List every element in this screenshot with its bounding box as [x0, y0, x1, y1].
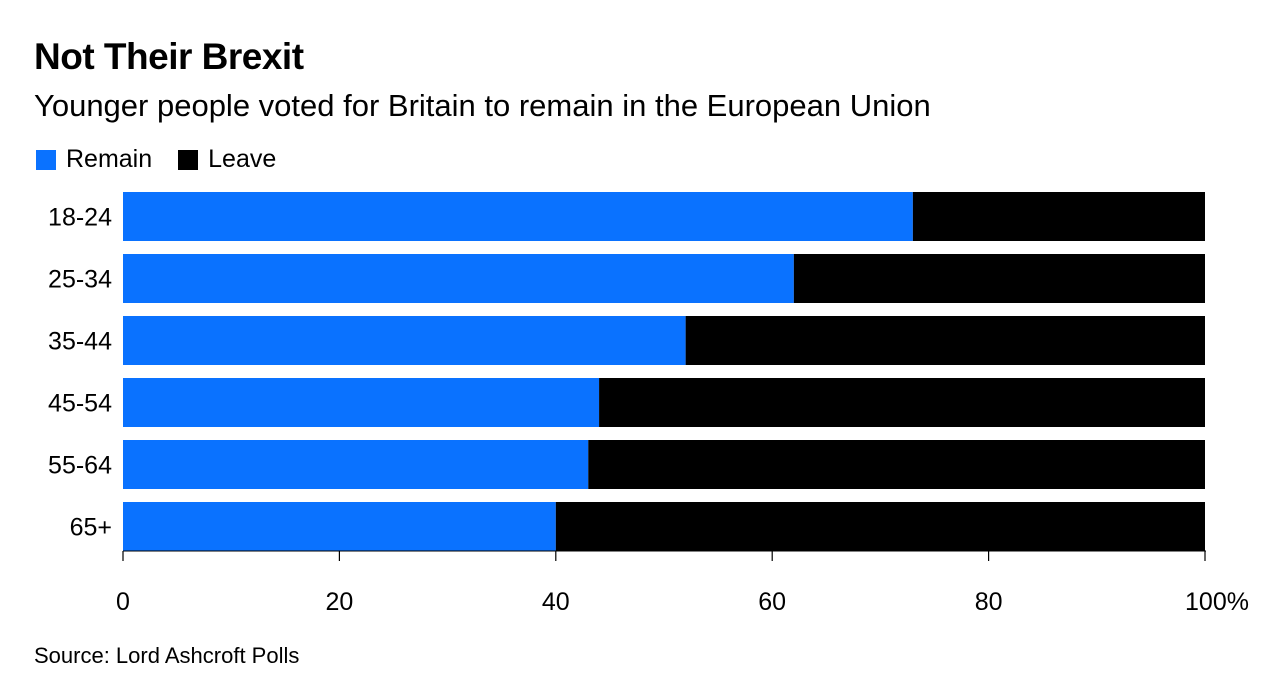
bar-remain-25-34: [123, 254, 794, 303]
chart-title: Not Their Brexit: [34, 36, 304, 77]
bar-leave-45-54: [599, 378, 1205, 427]
bar-remain-65+: [123, 502, 556, 551]
y-tick-label: 55-64: [48, 452, 112, 480]
y-tick-label: 45-54: [48, 390, 112, 418]
y-tick-label: 65+: [70, 514, 112, 542]
bar-leave-35-44: [685, 316, 1205, 365]
bar-leave-18-24: [912, 192, 1205, 241]
bar-remain-35-44: [123, 316, 686, 365]
bar-remain-45-54: [123, 378, 600, 427]
x-tick-label: 60: [758, 588, 786, 616]
bar-remain-18-24: [123, 192, 913, 241]
bar-leave-65+: [555, 502, 1205, 551]
y-tick-label: 18-24: [48, 204, 112, 232]
legend: Remain Leave: [36, 145, 302, 174]
x-tick-label: 100%: [1185, 588, 1249, 616]
chart-subtitle: Younger people voted for Britain to rema…: [34, 88, 931, 123]
x-tick-label: 40: [542, 588, 570, 616]
x-tick-label: 80: [975, 588, 1003, 616]
source-note: Source: Lord Ashcroft Polls: [34, 643, 300, 668]
x-tick-label: 20: [325, 588, 353, 616]
legend-label-leave: Leave: [208, 145, 277, 173]
legend-swatch-leave: [178, 149, 199, 170]
y-tick-label: 25-34: [48, 266, 112, 294]
legend-item-remain: Remain: [36, 145, 152, 174]
legend-swatch-remain: [36, 149, 56, 170]
bar-leave-25-34: [793, 254, 1205, 303]
x-tick-label: 0: [116, 588, 130, 616]
legend-label-remain: Remain: [66, 145, 153, 173]
bar-remain-55-64: [123, 440, 589, 489]
bar-leave-55-64: [588, 440, 1205, 489]
y-tick-label: 35-44: [48, 328, 112, 356]
legend-item-leave: Leave: [178, 145, 276, 174]
